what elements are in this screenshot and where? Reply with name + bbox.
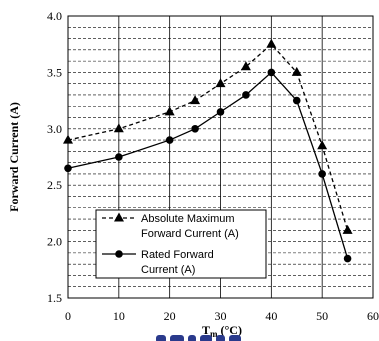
series-1 xyxy=(64,68,352,263)
data-point-circle xyxy=(292,96,301,105)
y-tick-label: 4.0 xyxy=(47,9,62,23)
legend-marker-triangle xyxy=(114,212,124,222)
data-point-triangle xyxy=(164,106,175,116)
legend-label: Forward Current (A) xyxy=(141,228,239,240)
data-point-triangle xyxy=(266,38,277,48)
series-0 xyxy=(63,38,353,234)
legend-label: Absolute Maximum xyxy=(141,213,235,225)
x-tick-label: 10 xyxy=(113,309,125,323)
y-tick-label: 2.0 xyxy=(47,235,62,249)
legend-box xyxy=(95,209,267,279)
series-layer xyxy=(63,38,353,263)
y-tick-label: 2.5 xyxy=(47,178,62,192)
data-point-triangle xyxy=(63,134,73,144)
x-tick-label: 20 xyxy=(164,309,176,323)
data-point-circle xyxy=(343,254,352,263)
x-axis-tick-labels: 0 10 20 30 40 50 60 xyxy=(65,309,379,323)
data-point-circle xyxy=(115,153,123,161)
y-axis-tick-labels: 1.5 2.0 2.5 3.0 3.5 4.0 xyxy=(47,9,62,305)
x-tick-label: 30 xyxy=(215,309,227,323)
y-tick-label: 1.5 xyxy=(47,291,62,305)
cropped-heading-fragment xyxy=(0,325,379,341)
plot-frame xyxy=(67,15,374,299)
legend-label: Rated Forward xyxy=(141,249,214,261)
data-point-circle xyxy=(191,125,199,133)
data-point-triangle xyxy=(317,140,328,150)
data-point-triangle xyxy=(342,224,353,234)
x-axis-title: Tm (°C) xyxy=(202,323,242,339)
series-line xyxy=(67,43,349,231)
data-point-triangle xyxy=(240,61,251,71)
y-tick-label: 3.5 xyxy=(47,65,62,79)
data-point-triangle xyxy=(113,123,124,133)
data-point-circle xyxy=(165,136,174,144)
data-point-circle xyxy=(318,170,326,178)
x-tick-label: 50 xyxy=(316,309,328,323)
x-tick-label: 0 xyxy=(65,309,71,323)
x-tick-label: 40 xyxy=(265,309,277,323)
legend-label: Current (A) xyxy=(141,264,195,276)
data-point-circle xyxy=(216,108,225,116)
data-point-triangle xyxy=(291,66,302,76)
x-tick-label: 60 xyxy=(367,309,379,323)
y-axis-title: Forward Current (A) xyxy=(7,102,21,212)
y-tick-label: 3.0 xyxy=(47,122,62,136)
legend-marker-circle xyxy=(115,250,123,258)
data-point-triangle xyxy=(215,78,226,88)
data-point-circle xyxy=(267,68,276,77)
series-line xyxy=(67,71,349,259)
data-point-circle xyxy=(64,164,72,173)
legend: Absolute Maximum Forward Current (A) Rated… xyxy=(95,209,267,279)
data-point-circle xyxy=(242,91,250,99)
data-point-triangle xyxy=(190,95,201,105)
